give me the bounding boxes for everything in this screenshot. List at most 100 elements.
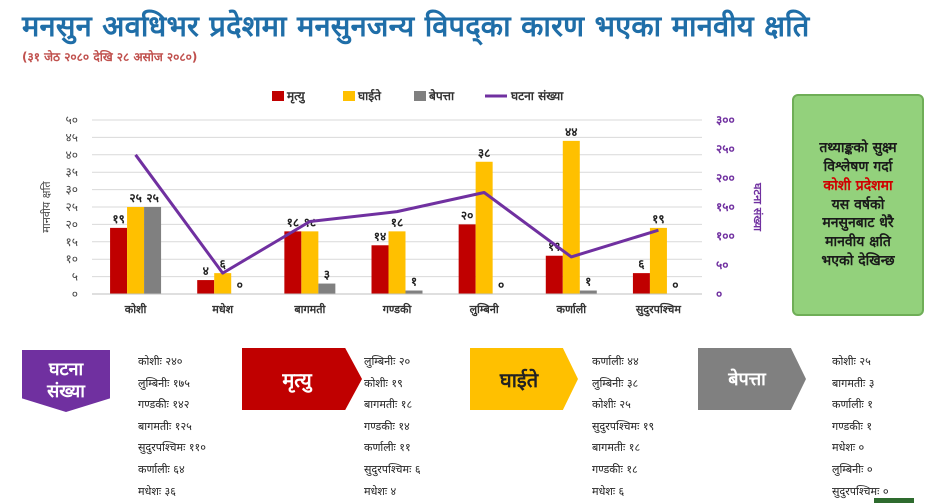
tag-incidents: घटना संख्या: [22, 350, 110, 412]
tag-injured: घाईते: [470, 348, 578, 410]
bar-data-label: १: [585, 275, 591, 289]
analysis-note: तथ्याङ्कको सुक्ष्म विश्लेषण गर्दा कोशी प…: [792, 94, 924, 316]
list-item: मधेशः ६: [592, 484, 625, 498]
bar: [318, 283, 336, 294]
bar-data-label: २०: [461, 208, 473, 222]
y-tick-label: २०: [66, 217, 78, 231]
note-line: भएको देखिन्छ: [821, 253, 895, 270]
list-item: कोशीः २५: [832, 355, 871, 368]
bar: [127, 207, 145, 294]
note-line: तथ्याङ्कको सुक्ष्म: [819, 139, 897, 156]
y-tick-label: ५०: [66, 113, 78, 127]
tag-missing-label: बेपत्ता: [728, 369, 766, 390]
y2-tick-label: ३००: [716, 113, 735, 127]
x-tick-label: कोशी: [124, 302, 148, 316]
y-tick-label: ०: [72, 287, 78, 301]
bar: [197, 280, 215, 294]
list-item: लुम्बिनीः २०: [364, 355, 411, 368]
bar-data-label: १८: [391, 215, 403, 229]
line-series-incidents: [134, 153, 659, 275]
x-tick-label: बागमती: [293, 302, 326, 316]
list-item: कर्णालीः ६४: [138, 462, 185, 476]
bar-data-label: ०: [672, 278, 678, 292]
bar: [458, 224, 476, 294]
list-item: गण्डकीः १४२: [138, 398, 190, 412]
y2-tick-label: १५०: [716, 200, 735, 214]
bar-data-label: ०: [498, 278, 504, 292]
list-item: बागमतीः ३: [832, 376, 875, 390]
y-tick-label: १०: [66, 252, 78, 266]
note-highlight: कोशी प्रदेशमा: [823, 177, 893, 194]
list-item: लुम्बिनीः १७५: [138, 376, 190, 390]
list-item: कर्णालीः १: [832, 398, 873, 412]
list-injured: कर्णालीः ४४ लुम्बिनीः ३८ कोशीः २५ सुदुरप…: [592, 351, 654, 502]
bar-data-label: १८: [287, 215, 299, 229]
y-tick-label: ५: [72, 270, 78, 284]
tag-deaths-label: मृत्यु: [282, 367, 312, 392]
list-incidents: कोशीः २४० लुम्बिनीः १७५ गण्डकीः १४२ बागम…: [138, 351, 206, 502]
list-item: कर्णालीः ११: [364, 441, 411, 455]
bar: [301, 231, 319, 294]
combo-chart: ०५१०१५२०२५३०३५४०४५५००५०१००१५०२००२५०३००मा…: [40, 89, 764, 317]
list-item: बागमतीः १८: [592, 441, 641, 455]
page-title: मनसुन अवधिभर प्रदेशमा मनसुनजन्य विपद्का …: [22, 9, 810, 43]
list-item: सुदुरपश्चिमः १९: [592, 419, 655, 433]
bar-data-label: १९: [112, 212, 124, 226]
x-tick-label: लुम्बिनी: [469, 302, 500, 317]
x-tick-label: सुदुरपश्चिम: [635, 302, 682, 317]
bar: [284, 231, 302, 294]
y2-tick-label: १००: [716, 229, 735, 243]
date-range: (३१ जेठ २०८० देखि २८ असोज २०८०): [22, 50, 198, 64]
bar-data-label: १९: [652, 212, 664, 226]
note-line: विश्लेषण गर्दा: [823, 158, 893, 175]
tag-missing: बेपत्ता: [698, 348, 806, 410]
x-tick-label: कर्णाली: [556, 302, 588, 316]
list-item: कोशीः २४०: [138, 355, 183, 368]
note-line: मनसुनबाट धेरै: [822, 215, 894, 232]
bar: [562, 140, 580, 294]
y2-tick-label: २५०: [716, 142, 735, 156]
bar-data-label: ४४: [565, 125, 577, 139]
bar-data-label: १४: [374, 229, 386, 243]
list-item: गण्डकीः १८: [592, 462, 638, 476]
tag-incidents-label: घटना संख्या: [47, 359, 85, 402]
x-tick-label: गण्डकी: [382, 302, 413, 316]
bar-data-label: २५: [146, 191, 158, 205]
bar-data-label: ६: [638, 257, 645, 271]
list-item: लुम्बिनीः ३८: [592, 376, 639, 390]
bar: [388, 231, 406, 294]
legend-swatch: [272, 91, 284, 101]
y-tick-label: २५: [66, 200, 78, 214]
bar: [144, 207, 162, 294]
list-item: मधेशः ०: [832, 441, 865, 455]
y2-axis-title: घटना संख्या: [751, 182, 764, 232]
list-item: कोशीः २५: [592, 398, 631, 412]
list-item: कोशीः १९: [364, 376, 403, 390]
bar-data-label: ०: [237, 278, 243, 292]
bar-data-label: २५: [129, 191, 141, 205]
legend-swatch: [343, 91, 355, 101]
legend-swatch: [414, 91, 426, 101]
x-tick-label: मधेश: [211, 302, 233, 316]
y-tick-label: ३५: [66, 165, 78, 179]
note-line: मानवीय क्षति: [825, 234, 891, 251]
bar: [579, 290, 597, 294]
note-line: यस वर्षको: [831, 196, 885, 213]
list-deaths: लुम्बिनीः २० कोशीः १९ बागमतीः १८ गण्डकीः…: [364, 351, 421, 502]
tag-injured-label: घाईते: [499, 367, 539, 392]
bar: [475, 161, 493, 294]
list-item: बागमतीः १८: [364, 398, 413, 412]
list-item: मधेशः ४: [364, 484, 397, 498]
legend-label: घाईते: [357, 89, 382, 103]
list-item: सुदुरपश्चिमः ६: [364, 462, 421, 476]
bar-data-label: ३८: [478, 146, 490, 160]
legend-label: मृत्यु: [286, 89, 306, 104]
y2-tick-label: २००: [716, 171, 735, 185]
y-tick-label: ३०: [66, 183, 78, 197]
bar-data-label: १: [411, 275, 417, 289]
y-tick-label: १५: [66, 235, 78, 249]
y-tick-label: ४०: [66, 148, 78, 162]
bar: [405, 290, 423, 294]
bar-data-label: ३: [324, 268, 330, 282]
list-item: लुम्बिनीः ०: [832, 462, 873, 476]
